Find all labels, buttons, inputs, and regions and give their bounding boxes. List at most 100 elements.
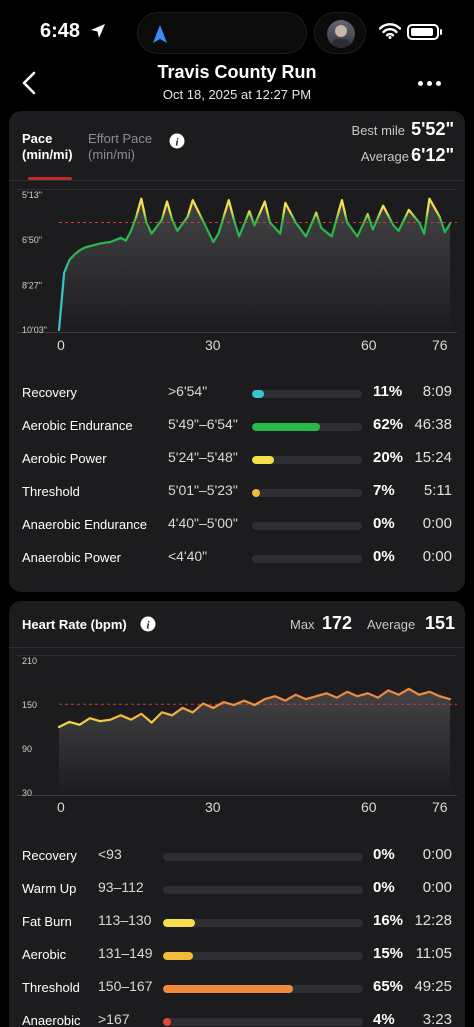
zone-time: 0:00 bbox=[422, 846, 452, 863]
zone-bar-fill bbox=[252, 423, 321, 431]
zone-row: Threshold 150–167 65% 49:25 bbox=[9, 972, 465, 1005]
info-icon[interactable]: i bbox=[140, 616, 156, 632]
zone-range: >6'54" bbox=[168, 383, 208, 399]
x-tick-label: 76 bbox=[432, 799, 448, 815]
zone-bar-track bbox=[163, 985, 363, 993]
zone-range: <93 bbox=[98, 846, 122, 862]
pace-chart[interactable]: 5'13" 6'50" 8'27" 10'03" bbox=[9, 189, 465, 334]
zone-bar-track bbox=[163, 952, 363, 960]
zone-bar-fill bbox=[163, 919, 195, 927]
zone-percent: 15% bbox=[373, 945, 404, 962]
dot-icon bbox=[436, 80, 441, 86]
zone-name: Warm Up bbox=[22, 881, 77, 896]
battery-icon bbox=[407, 24, 442, 40]
zone-time: 46:38 bbox=[414, 416, 452, 433]
dot-icon bbox=[418, 80, 423, 86]
svg-text:i: i bbox=[146, 619, 150, 631]
zone-bar-track bbox=[252, 522, 362, 530]
zone-row: Anaerobic Endurance 4'40"–5'00" 0% 0:00 bbox=[9, 509, 465, 542]
zone-percent: 62% bbox=[373, 416, 404, 433]
zone-name: Aerobic Endurance bbox=[22, 418, 133, 433]
average-pace-value: 6'12" bbox=[411, 145, 454, 165]
zone-percent: 20% bbox=[373, 449, 404, 466]
zone-bar-fill bbox=[252, 489, 260, 497]
zone-bar-track bbox=[163, 886, 363, 894]
series-line bbox=[57, 687, 452, 729]
dynamic-island[interactable] bbox=[137, 12, 307, 54]
location-arrow-icon bbox=[91, 24, 105, 38]
zone-name: Fat Burn bbox=[22, 914, 72, 929]
y-tick-label: 6'50" bbox=[22, 235, 42, 245]
zone-range: <4'40" bbox=[168, 548, 208, 564]
more-options-button[interactable] bbox=[418, 74, 446, 92]
y-tick-label: 10'03" bbox=[22, 325, 47, 334]
zone-bar-track bbox=[163, 1018, 363, 1026]
wifi-icon bbox=[379, 23, 401, 39]
zone-name: Anaerobic Endurance bbox=[22, 517, 148, 532]
zone-range: 5'49"–6'54" bbox=[168, 416, 238, 432]
zone-row: Aerobic Endurance 5'49"–6'54" 62% 46:38 bbox=[9, 410, 465, 443]
zone-percent: 16% bbox=[373, 912, 404, 929]
zone-bar-fill bbox=[252, 456, 274, 464]
zone-bar-track bbox=[252, 555, 362, 563]
zone-range: 5'24"–5'48" bbox=[168, 449, 238, 465]
zone-percent: 0% bbox=[373, 515, 395, 532]
max-hr-label: Max bbox=[290, 617, 315, 632]
zone-row: Recovery >6'54" 11% 8:09 bbox=[9, 377, 465, 410]
y-tick-label: 90 bbox=[22, 744, 32, 754]
zone-time: 11:05 bbox=[415, 945, 452, 962]
tab-effort-pace[interactable]: Effort Pace (min/mi) bbox=[88, 131, 152, 163]
zone-name: Aerobic Power bbox=[22, 451, 107, 466]
status-bar: 6:48 bbox=[0, 0, 474, 60]
zone-time: 0:00 bbox=[422, 548, 452, 565]
zone-bar-track bbox=[252, 489, 362, 497]
y-tick-label: 210 bbox=[22, 656, 37, 666]
zone-row: Fat Burn 113–130 16% 12:28 bbox=[9, 906, 465, 939]
zone-time: 0:00 bbox=[422, 515, 452, 532]
zone-range: 131–149 bbox=[98, 945, 153, 961]
zone-name: Threshold bbox=[22, 980, 80, 995]
zone-percent: 11% bbox=[373, 383, 403, 400]
tab-pace-label: Pace bbox=[22, 131, 53, 146]
y-tick-label: 150 bbox=[22, 700, 37, 710]
zone-percent: 4% bbox=[373, 1011, 395, 1027]
series-line bbox=[57, 197, 452, 332]
zone-percent: 7% bbox=[373, 482, 395, 499]
x-tick-label: 60 bbox=[361, 799, 377, 815]
zone-bar-fill bbox=[252, 390, 265, 398]
tab-pace[interactable]: Pace (min/mi) bbox=[22, 131, 73, 163]
zone-row: Recovery <93 0% 0:00 bbox=[9, 840, 465, 873]
info-icon[interactable]: i bbox=[169, 133, 185, 149]
area-fill bbox=[59, 198, 450, 332]
zone-name: Recovery bbox=[22, 385, 77, 400]
zone-bar-track bbox=[252, 390, 362, 398]
x-tick-label: 30 bbox=[205, 799, 221, 815]
area-fill bbox=[59, 688, 450, 795]
live-activity-avatar[interactable] bbox=[314, 12, 366, 54]
average-pace-label: Average bbox=[360, 149, 409, 164]
page-title: Travis County Run bbox=[157, 62, 317, 82]
zone-percent: 0% bbox=[373, 879, 395, 896]
svg-text:i: i bbox=[175, 136, 179, 148]
page-subtitle: Oct 18, 2025 at 12:27 PM bbox=[162, 87, 312, 102]
zone-row: Warm Up 93–112 0% 0:00 bbox=[9, 873, 465, 906]
zone-name: Anaerobic Power bbox=[22, 550, 121, 565]
zone-bar-fill bbox=[163, 1018, 171, 1026]
heart-rate-title: Heart Rate (bpm) bbox=[22, 617, 127, 632]
zone-name: Recovery bbox=[22, 848, 77, 863]
zone-time: 0:00 bbox=[422, 879, 452, 896]
zone-bar-track bbox=[163, 919, 363, 927]
heart-rate-chart[interactable]: 210 150 90 30 bbox=[9, 655, 465, 797]
status-time: 6:48 bbox=[40, 20, 81, 42]
zone-percent: 0% bbox=[373, 846, 395, 863]
x-tick-label: 60 bbox=[361, 337, 377, 353]
heart-rate-card: Heart Rate (bpm) i Max 172 Average 151 2… bbox=[9, 601, 465, 1027]
tab-selected-indicator bbox=[28, 177, 72, 180]
zone-bar-track bbox=[163, 853, 363, 861]
back-button[interactable] bbox=[18, 70, 42, 96]
zone-row: Aerobic 131–149 15% 11:05 bbox=[9, 939, 465, 972]
zone-name: Aerobic bbox=[22, 947, 67, 962]
zone-percent: 0% bbox=[373, 548, 395, 565]
dot-icon bbox=[427, 80, 432, 86]
zone-range: 5'01"–5'23" bbox=[168, 482, 238, 498]
